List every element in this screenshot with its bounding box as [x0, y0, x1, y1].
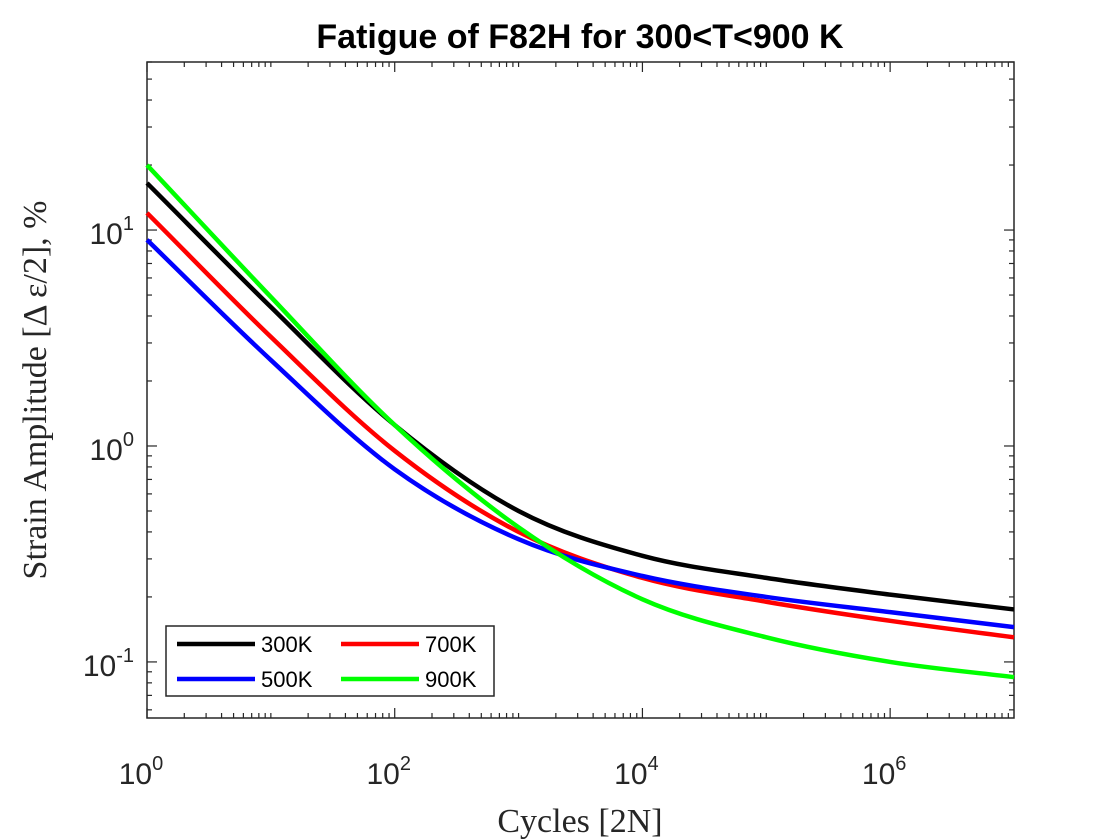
x-tick-label: 102	[366, 753, 411, 791]
y-axis: 10-1 100 101	[83, 213, 134, 683]
legend-label-300K: 300K	[261, 632, 313, 657]
y-tick-label: 101	[90, 213, 135, 251]
y-axis-label: Strain Amplitude [Δ ε/2], %	[17, 201, 54, 580]
y-tick-label: 100	[90, 429, 135, 467]
legend: 300K 700K 500K 900K	[165, 625, 495, 697]
series-line-300K	[145, 181, 1015, 612]
x-axis-label: Cycles [2N]	[497, 803, 662, 840]
x-tick-label: 104	[614, 753, 659, 791]
x-tick-label: 100	[119, 753, 164, 791]
y-tick-label: 10-1	[83, 645, 134, 683]
legend-label-900K: 900K	[425, 667, 477, 692]
x-tick-label: 106	[862, 753, 907, 791]
legend-label-700K: 700K	[425, 632, 477, 657]
legend-label-500K: 500K	[261, 667, 313, 692]
series-line-900K	[145, 163, 1015, 680]
chart-title: Fatigue of F82H for 300<T<900 K	[316, 18, 844, 56]
series-layer	[145, 163, 1015, 680]
minor-ticks	[146, 61, 1014, 718]
series-line-700K	[145, 211, 1015, 640]
x-axis: 100 102 104 106	[119, 753, 907, 791]
legend-box	[165, 625, 495, 697]
